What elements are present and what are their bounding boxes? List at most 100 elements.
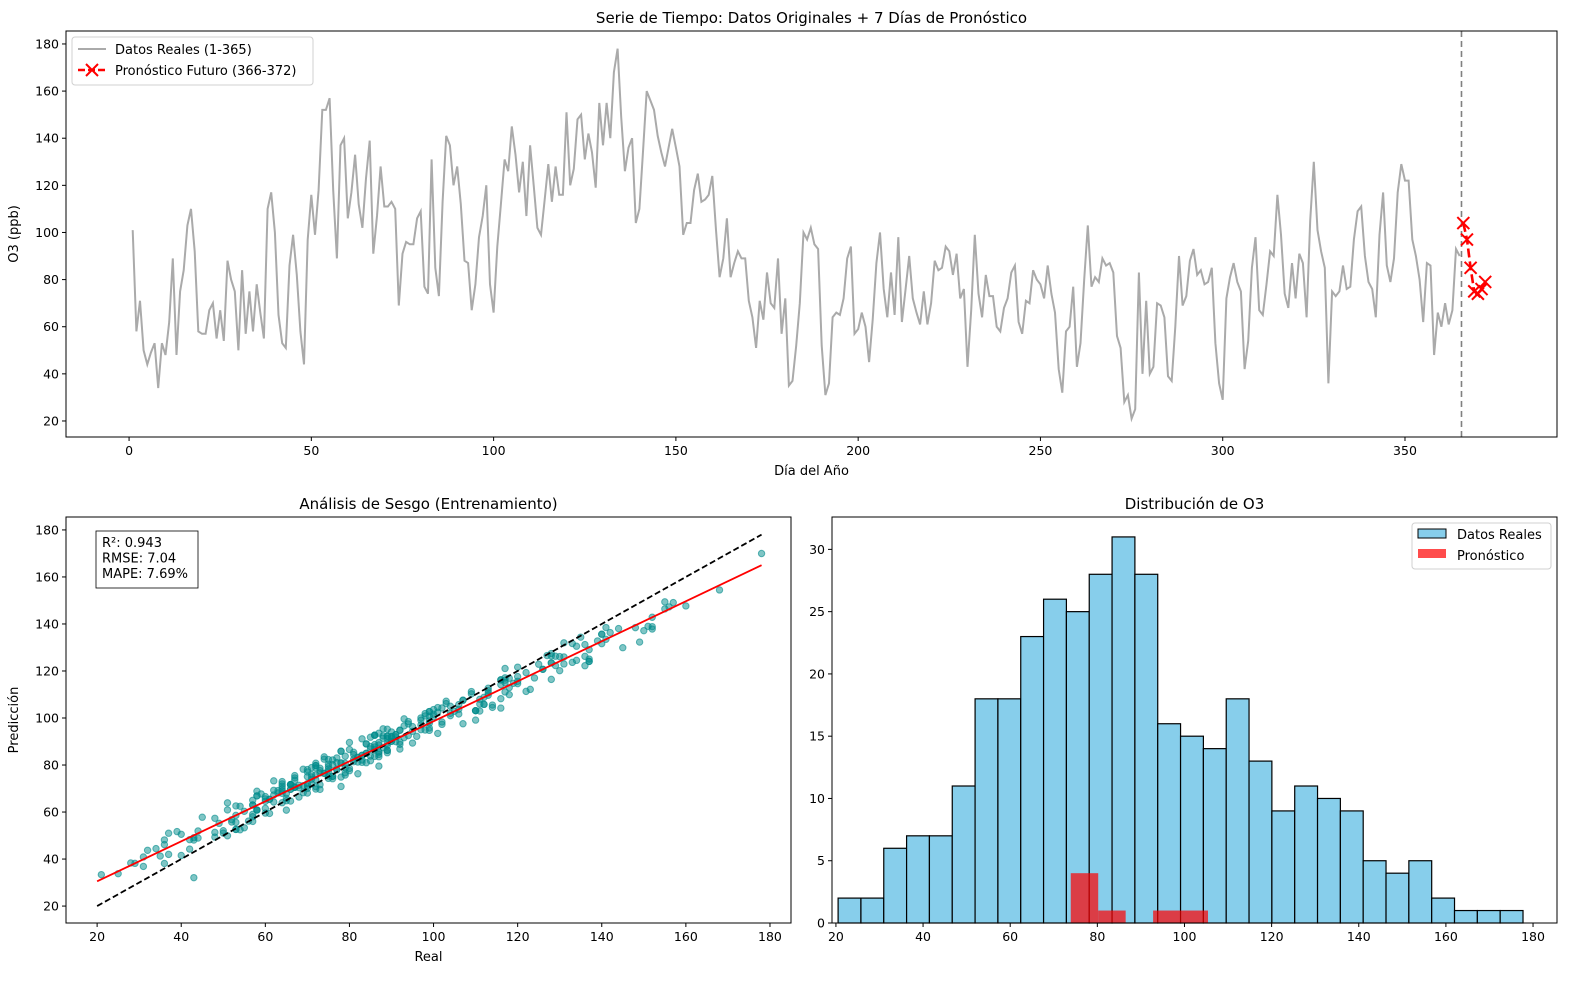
- scatter-point: [408, 739, 417, 747]
- scatter-point: [619, 644, 627, 652]
- legend-label-forecast: Pronóstico: [1457, 549, 1524, 564]
- scatter-point: [661, 598, 669, 606]
- scatter-point: [471, 716, 480, 724]
- scatter-point: [139, 862, 148, 871]
- scatter-point: [560, 660, 568, 668]
- scatter-point: [312, 764, 320, 772]
- regression-line: [96, 564, 762, 883]
- scatter-point: [606, 628, 614, 637]
- scatter-point: [160, 859, 169, 868]
- x-tick-label: 160: [1434, 929, 1458, 944]
- histogram-bar-real: [1111, 536, 1136, 924]
- histogram-bar-real: [1476, 909, 1501, 924]
- scatter-point: [572, 656, 581, 665]
- stats-box-frame: [95, 530, 199, 589]
- axes-frame: [831, 516, 1558, 924]
- x-tick-label: 80: [341, 929, 357, 944]
- scatter-point: [211, 814, 219, 822]
- stats-text: RMSE: 7.04: [102, 552, 176, 567]
- histogram-bar-real: [928, 835, 953, 924]
- y-tick-label: 25: [809, 604, 825, 619]
- y-tick-label: 20: [43, 413, 59, 428]
- scatter-point: [345, 738, 354, 747]
- scatter-point: [497, 694, 505, 703]
- histogram-bar-real: [1157, 723, 1182, 924]
- x-tick-label: 40: [173, 929, 189, 944]
- forecast-marker: [1478, 275, 1492, 289]
- forecast-marker: [1456, 216, 1471, 230]
- legend-swatch-forecast: [1418, 549, 1446, 558]
- histogram-bar-real: [1020, 635, 1045, 924]
- scatter-point: [434, 703, 442, 712]
- y-tick-label: 20: [809, 666, 825, 681]
- histogram-bar-real: [1408, 860, 1433, 924]
- x-tick-label: 120: [1260, 929, 1284, 944]
- scatter-point: [387, 732, 396, 741]
- histogram-bar-real: [1385, 872, 1410, 924]
- scatter-point: [396, 726, 404, 734]
- x-tick-label: 60: [1002, 929, 1018, 944]
- x-tick-label: 80: [1089, 929, 1105, 944]
- scatter-point: [185, 845, 194, 853]
- x-tick-label: 0: [125, 443, 133, 458]
- x-tick-label: 20: [89, 929, 105, 944]
- forecast-marker: [1474, 282, 1489, 296]
- histogram-bar-real: [951, 785, 976, 924]
- legend-marker-forecast: [85, 63, 99, 77]
- y-tick-label: 40: [43, 366, 59, 381]
- y-axis-label: O3 (ppb): [7, 205, 22, 263]
- x-tick-label: 350: [1393, 443, 1417, 458]
- x-tick-label: 60: [257, 929, 273, 944]
- scatter-point: [434, 729, 442, 738]
- scatter-point: [337, 782, 345, 791]
- x-tick-label: 180: [1521, 929, 1545, 944]
- scatter-point: [152, 844, 160, 853]
- scatter-point: [640, 626, 648, 635]
- x-tick-label: 20: [828, 929, 844, 944]
- legend-box: [1411, 522, 1552, 570]
- scatter-point: [328, 760, 337, 769]
- x-tick-label: 250: [1029, 443, 1053, 458]
- histogram-bar-real: [1316, 797, 1341, 924]
- y-tick-label: 100: [35, 225, 59, 240]
- scatter-point: [501, 664, 509, 673]
- scatter-point: [530, 674, 539, 682]
- legend-box: [71, 36, 314, 86]
- stats-text: R²: 0.943: [102, 536, 162, 551]
- scatter-point: [572, 642, 581, 650]
- scatter-point: [249, 796, 257, 804]
- scatter-point: [177, 851, 185, 860]
- scatter-point: [522, 687, 530, 696]
- x-tick-label: 160: [674, 929, 698, 944]
- y-tick-label: 0: [817, 916, 825, 931]
- y-tick-label: 160: [35, 84, 59, 99]
- scatter-point: [400, 722, 408, 730]
- time-series-axes: 0 50 100 150 200 250 300 350 20 40 60 80 100 120 140 16…: [7, 9, 1558, 479]
- x-axis-label: Real: [414, 950, 442, 965]
- legend-label-real: Datos Reales: [1457, 528, 1542, 543]
- scatter-point: [358, 735, 366, 743]
- x-tick-label: 100: [482, 443, 506, 458]
- x-tick-label: 300: [1211, 443, 1235, 458]
- scatter-point: [303, 768, 312, 776]
- scatter-point: [547, 652, 555, 660]
- scatter-point: [173, 827, 181, 836]
- scatter-point: [556, 666, 564, 675]
- scatter-point: [160, 836, 169, 844]
- y-tick-label: 80: [43, 272, 59, 287]
- histogram-bar-real: [1271, 810, 1296, 924]
- y-axis-label: Predicción: [7, 687, 22, 754]
- legend-label-real: Datos Reales (1-365): [115, 43, 252, 58]
- scatter-point: [438, 720, 446, 729]
- scatter-point: [341, 752, 349, 760]
- scatter-point: [425, 724, 434, 732]
- scatter-point: [190, 873, 198, 882]
- x-tick-label: 120: [506, 929, 530, 944]
- scatter-point: [249, 810, 257, 819]
- scatter-point: [635, 638, 644, 646]
- forecast-line: [1462, 222, 1487, 296]
- x-tick-label: 100: [422, 929, 446, 944]
- y-tick-label: 15: [809, 729, 825, 744]
- chart-title: Serie de Tiempo: Datos Originales + 7 Dí…: [596, 9, 1027, 27]
- scatter-point: [223, 806, 232, 814]
